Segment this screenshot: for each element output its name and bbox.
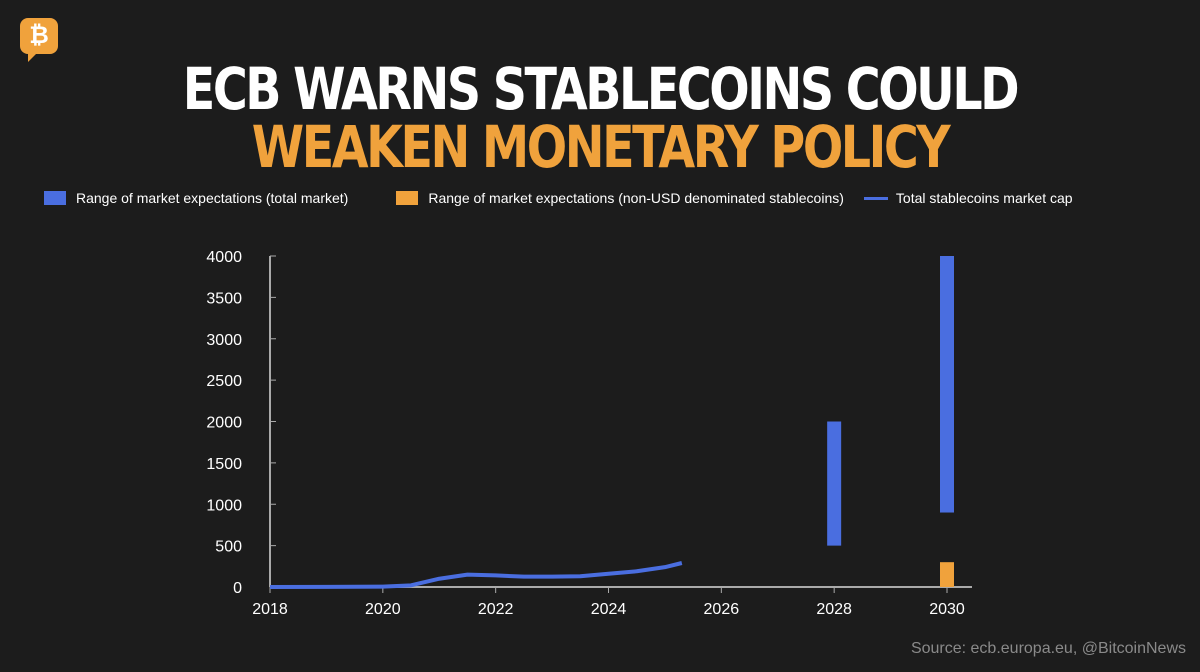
- bitcoin-news-logo: ₿: [20, 18, 58, 62]
- x-tick-label: 2024: [591, 601, 627, 618]
- y-tick-label: 500: [215, 539, 242, 556]
- y-tick-label: 1000: [206, 497, 242, 514]
- x-tick-label: 2020: [365, 601, 401, 618]
- y-tick-label: 4000: [206, 249, 242, 266]
- y-tick-label: 3000: [206, 332, 242, 349]
- legend-label-nonusd: Range of market expectations (non-USD de…: [428, 190, 844, 206]
- x-tick-label: 2026: [704, 601, 740, 618]
- y-tick-label: 1500: [206, 456, 242, 473]
- legend-swatch-nonusd: [396, 191, 419, 205]
- source-text: Source: ecb.europa.eu, @BitcoinNews: [910, 640, 1186, 657]
- range-bar-2028-blue: [827, 421, 842, 546]
- title-line-2: WEAKEN MONETARY POLICY: [251, 113, 951, 181]
- range-bar-2030-orange: [940, 562, 954, 587]
- legend-label-total: Range of market expectations (total mark…: [76, 190, 349, 206]
- x-tick-label: 2028: [816, 601, 852, 618]
- y-tick-label: 2500: [206, 373, 242, 390]
- y-tick-label: 2000: [206, 415, 242, 432]
- y-tick-label: 0: [233, 580, 242, 597]
- legend: Range of market expectations (total mark…: [44, 190, 1073, 206]
- title-line-1: ECB WARNS STABLECOINS COULD: [182, 55, 1020, 123]
- legend-line-marketcap: [863, 196, 888, 200]
- x-tick-label: 2030: [929, 601, 965, 618]
- legend-label-marketcap: Total stablecoins market cap: [895, 190, 1073, 206]
- x-tick-label: 2022: [478, 601, 514, 618]
- legend-swatch-total: [44, 191, 66, 205]
- x-tick-label: 2018: [252, 601, 288, 618]
- market-cap-line: [269, 561, 683, 589]
- y-tick-label: 3500: [206, 290, 242, 307]
- range-bar-2030-blue: [940, 256, 954, 513]
